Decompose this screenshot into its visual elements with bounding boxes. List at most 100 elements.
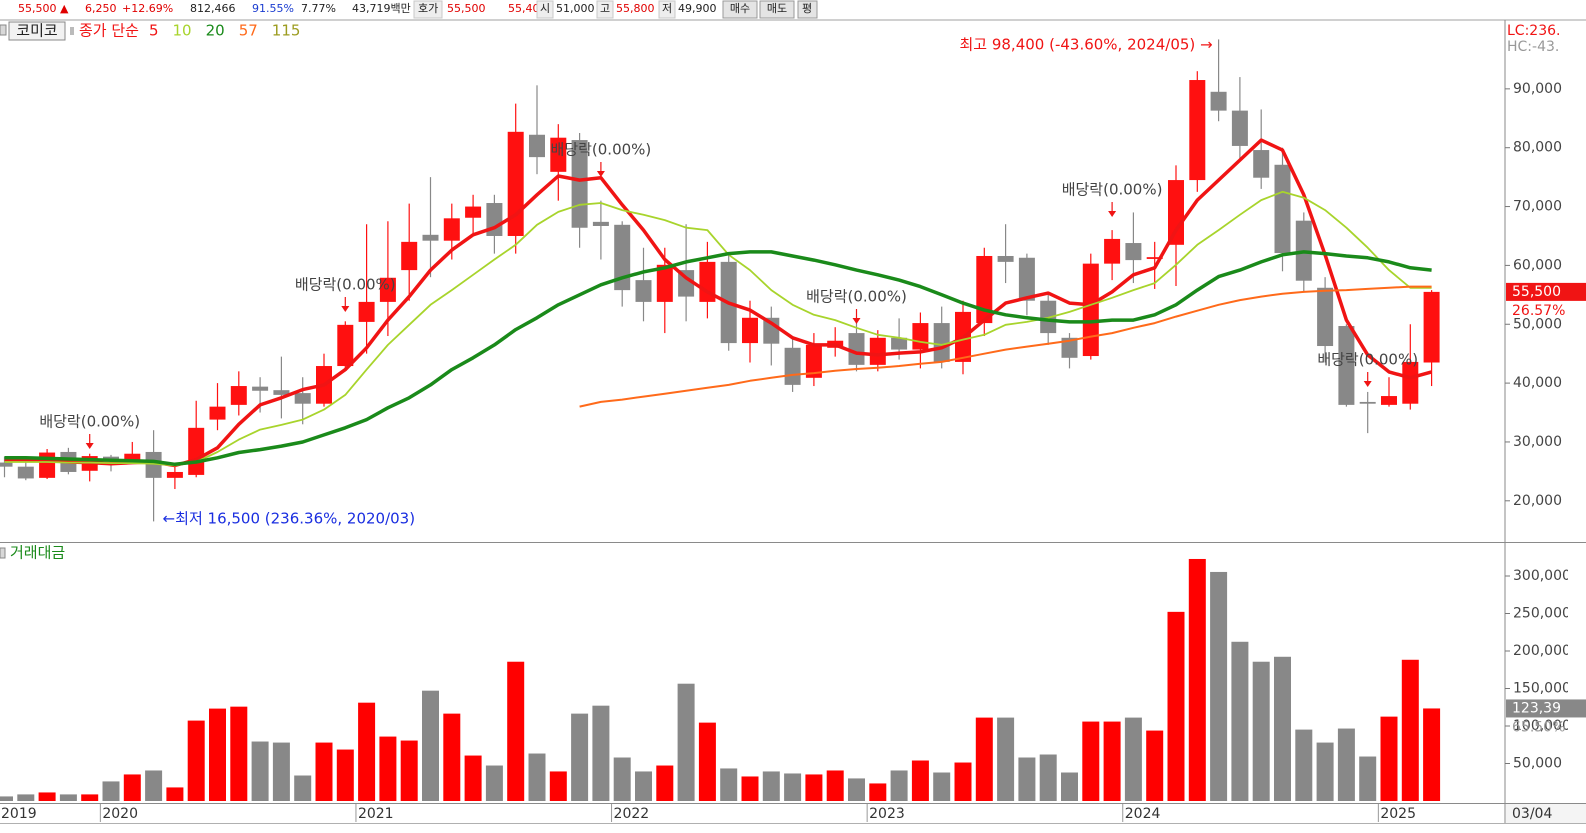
eval-button[interactable]: 평 — [797, 0, 818, 19]
value-marker-box — [1506, 699, 1586, 718]
sell-button-label[interactable]: 매도 — [767, 2, 787, 15]
high-label: 고 — [600, 2, 610, 15]
dividend-annotation: 배당락(0.00%) — [295, 276, 396, 294]
candle-body — [742, 317, 758, 344]
candle-body — [933, 323, 950, 362]
volume-bar — [1124, 717, 1142, 801]
volume-bar — [38, 792, 56, 801]
y-tick-label: 300,000 — [1513, 568, 1571, 584]
candle-body — [252, 386, 269, 391]
candle-body — [209, 406, 226, 420]
volume: 812,466 — [190, 2, 236, 15]
volume-bar — [315, 742, 333, 801]
candle-body — [1104, 238, 1121, 264]
volume-bar — [1274, 656, 1291, 801]
label-box — [658, 0, 676, 19]
volume-bar — [17, 794, 35, 801]
quote-label: 호가 — [418, 2, 438, 15]
buy-button-label[interactable]: 매수 — [730, 2, 750, 15]
volume-bar — [1295, 729, 1313, 801]
open: 51,000 — [556, 2, 595, 15]
candle-body — [1338, 326, 1355, 405]
x-tick-label: 2020 — [102, 806, 138, 822]
button-bg[interactable] — [759, 0, 795, 19]
volume-title: 거래대금 — [10, 544, 65, 562]
candle-body — [678, 270, 695, 297]
volume-bar — [358, 702, 376, 801]
moving-average-line — [4, 190, 1432, 467]
stock-name-box[interactable] — [8, 21, 66, 41]
volume-bar — [1146, 730, 1164, 801]
candle-body — [550, 137, 567, 172]
y-tick-label: 20,000 — [1513, 493, 1562, 509]
candle-body — [1168, 180, 1184, 245]
value-axes: 20,000 30,000 40,000 50,000 60,000 70,000 80,0… — [1505, 81, 1571, 772]
button-bg[interactable] — [797, 0, 818, 19]
price-marker-box — [1506, 282, 1586, 301]
candle-body — [1018, 257, 1035, 301]
dividend-annotation: 배당락(0.00%) — [1062, 181, 1163, 199]
turnover: 7.77% — [301, 2, 336, 15]
candle-body — [358, 301, 375, 322]
candle-body — [1146, 257, 1163, 259]
y-tick-label: 60,000 — [1513, 257, 1562, 273]
dividend-annotation: 배당락(0.00%) — [551, 141, 652, 159]
volume-bar — [613, 757, 631, 801]
low-annotation: ←최저 16,500 (236.36%, 2020/03) — [163, 510, 415, 528]
volume-bar — [294, 775, 312, 801]
panel-icon[interactable] — [0, 24, 7, 36]
panel-icon[interactable] — [0, 547, 6, 559]
candle-body — [699, 261, 716, 302]
legend-entry: 57 — [239, 22, 258, 40]
y-tick-label: 250,000 — [1513, 606, 1571, 622]
volume-bar — [123, 774, 141, 801]
sell-button[interactable]: 매도 — [759, 0, 795, 19]
volume-bar — [485, 765, 503, 801]
volume-bar — [81, 794, 99, 801]
x-tick-label: 2025 — [1380, 806, 1416, 822]
buy-button[interactable]: 매수 — [722, 0, 758, 19]
dividend-annotation: 배당락(0.00%) — [39, 413, 140, 431]
volume-bar — [1018, 757, 1036, 801]
candle-body — [17, 466, 34, 479]
legend-entry: 10 — [173, 22, 192, 40]
volume-bar — [1103, 721, 1121, 801]
volume-bar — [784, 773, 802, 801]
volume-bar — [571, 713, 589, 801]
candle-body — [912, 323, 929, 350]
change: 6,250 — [85, 2, 117, 15]
moving-average-line — [4, 138, 1433, 468]
volume-bar — [1167, 611, 1185, 801]
open-label: 시 — [540, 2, 550, 15]
ask: 55,500 — [447, 2, 486, 15]
price-plot — [0, 39, 1440, 522]
legend: 종가 단순 5 10 20 57 115 — [79, 22, 300, 40]
y-tick-label: 50,000 — [1513, 756, 1562, 772]
button-bg[interactable] — [722, 0, 758, 19]
x-tick-label: 2022 — [614, 806, 650, 822]
volume-bar — [464, 755, 482, 801]
eval-button-label[interactable]: 평 — [802, 2, 812, 15]
candle-body — [39, 452, 56, 478]
volume-bar — [379, 736, 397, 801]
volume-bar — [975, 717, 993, 801]
current-date: 03/04 — [1512, 806, 1552, 822]
volume-plot — [0, 558, 1441, 801]
volume-bar — [166, 787, 184, 801]
quote-bar: 55,500 ▲ 6,250 +12.69% 812,466 91.55% 7.… — [18, 0, 818, 19]
volume-bar — [869, 783, 887, 801]
y-tick-label: 30,000 — [1513, 434, 1562, 450]
volume-bar — [1231, 641, 1249, 801]
volume-bar — [0, 796, 13, 801]
volume-bar — [720, 768, 738, 801]
candle-body — [124, 453, 141, 460]
x-tick-label: 2019 — [1, 806, 37, 822]
candle-body — [635, 280, 652, 302]
volume-bar — [656, 765, 674, 801]
candle-body — [443, 218, 460, 241]
volume-bar — [1423, 708, 1441, 801]
stock-name[interactable]: 코미코 — [16, 22, 57, 40]
label-box — [413, 0, 443, 19]
